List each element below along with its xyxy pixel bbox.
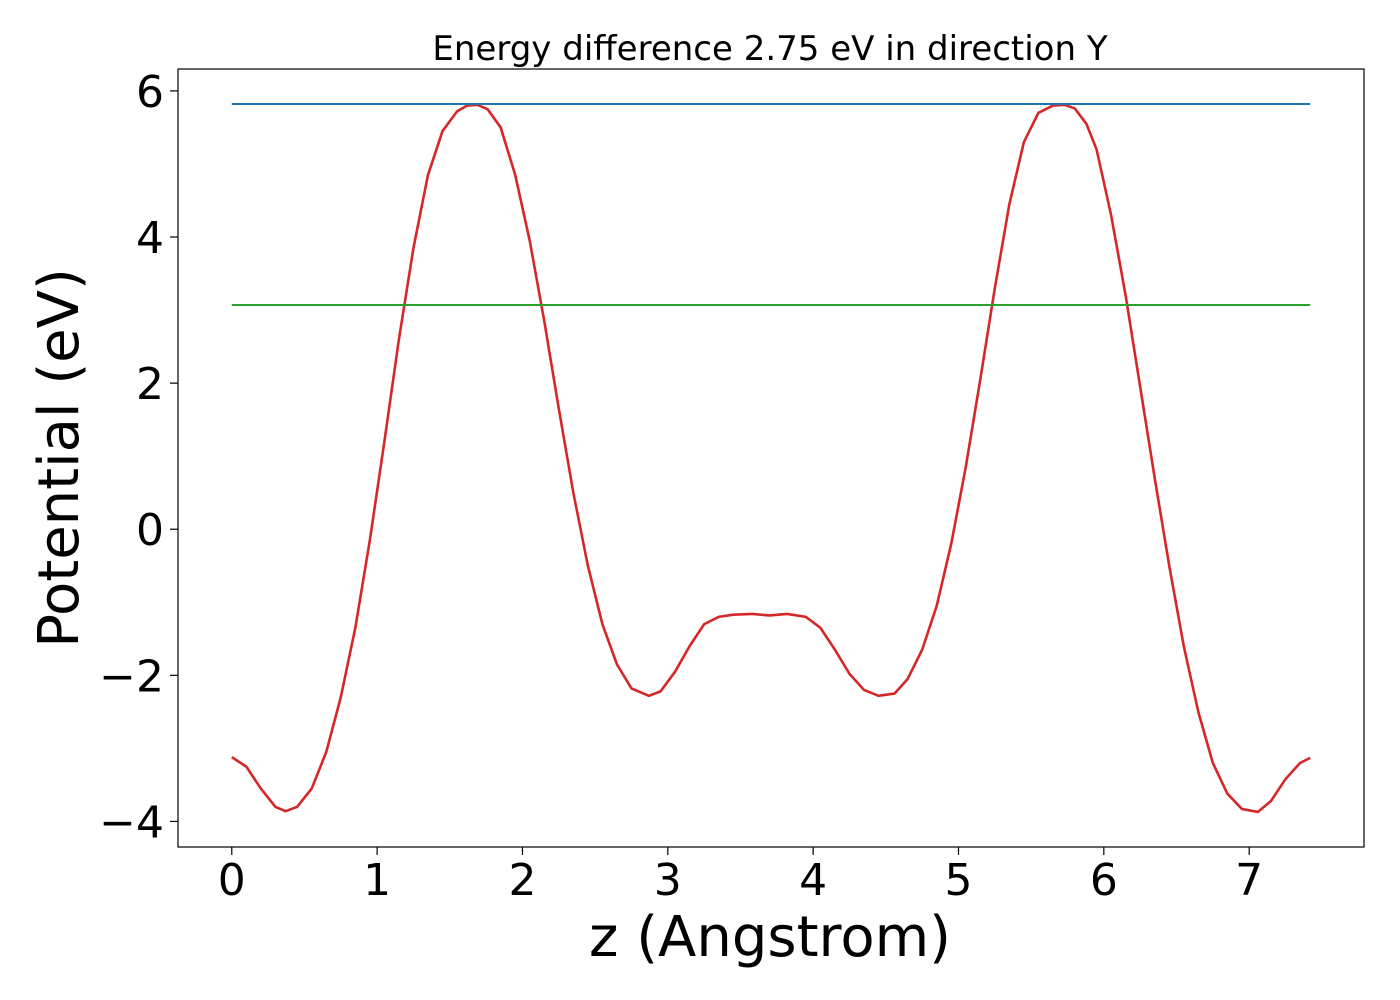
x-tick-label: 4	[799, 855, 827, 906]
series-line-1	[231, 103, 1311, 814]
x-tick-label: 3	[654, 855, 682, 906]
y-axis-ticks: −4 −2 0 2 4 6	[99, 67, 178, 848]
x-tick-label: 1	[363, 855, 391, 906]
series-layer	[231, 103, 1311, 814]
y-tick-label: 4	[136, 213, 164, 264]
y-tick-label: 6	[136, 67, 164, 118]
x-tick-label: 0	[218, 855, 246, 906]
y-tick-label: 2	[136, 359, 164, 410]
x-tick-label: 5	[944, 855, 972, 906]
x-tick-label: 2	[508, 855, 536, 906]
x-axis-label: z (Angstrom)	[589, 905, 951, 970]
y-tick-label: 0	[136, 505, 164, 556]
plot-frame	[177, 68, 1365, 848]
y-axis-label: Potential (eV)	[27, 268, 92, 648]
chart-title: Energy difference 2.75 eV in direction Y	[432, 29, 1107, 69]
x-tick-label: 6	[1090, 855, 1118, 906]
x-tick-label: 7	[1235, 855, 1263, 906]
y-tick-label: −4	[99, 797, 164, 848]
x-axis-ticks: 0 1 2 3 4 5 6 7	[218, 847, 1263, 906]
y-tick-label: −2	[99, 651, 164, 702]
